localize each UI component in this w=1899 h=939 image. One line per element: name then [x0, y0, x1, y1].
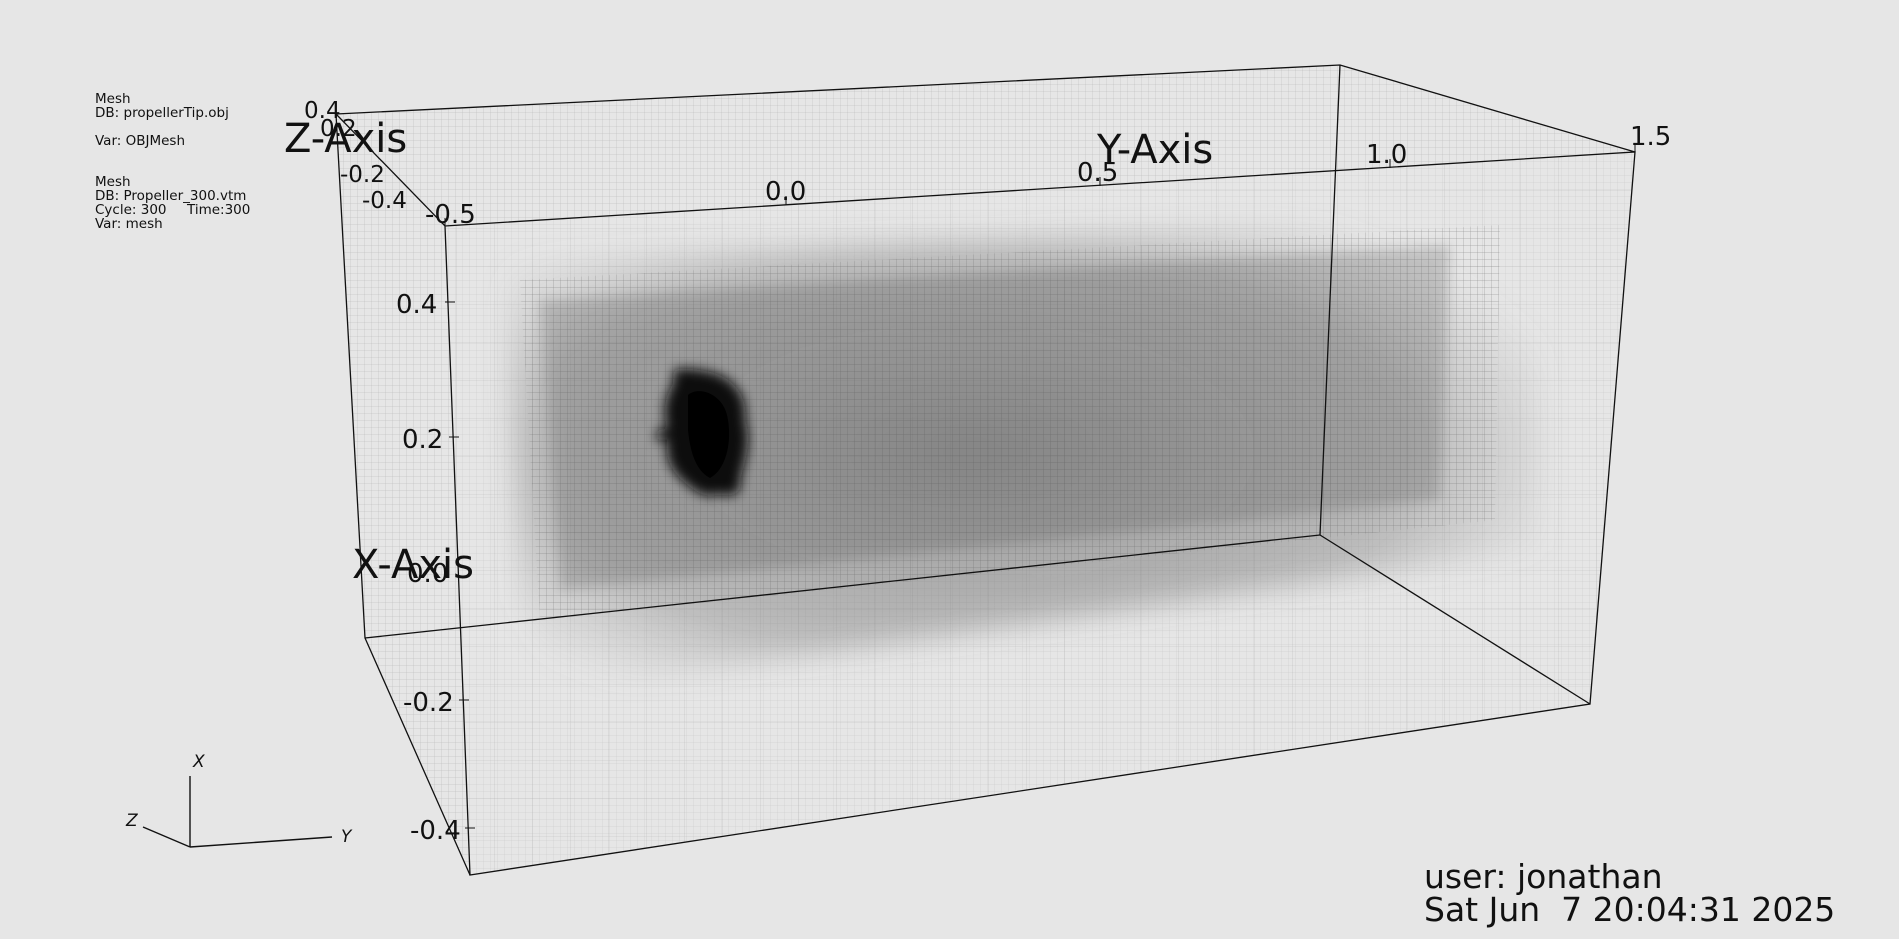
legend-var: Var: OBJMesh [95, 133, 186, 149]
triad-x-label: X [192, 752, 205, 772]
z-tick-label: 0.2 [320, 116, 357, 142]
legend-db: DB: Propeller_300.vtm [95, 188, 247, 204]
z-tick-label: -0.4 [362, 188, 407, 214]
user-info: user: jonathan Sat Jun 7 20:04:31 2025 [1424, 860, 1835, 926]
x-tick-label: 0.2 [402, 425, 443, 455]
legend-time: Time:300 [187, 202, 251, 218]
plot-legend-obj: Mesh DB: propellerTip.obj Var: OBJMesh [95, 92, 229, 148]
z-tick-label: 0.4 [304, 98, 341, 124]
propeller-tip-mesh [655, 368, 748, 496]
legend-plot-type: Mesh [95, 174, 131, 190]
bounding-box [335, 64, 1636, 876]
legend-var: Var: mesh [95, 216, 163, 232]
x-tick-label: 0.0 [407, 559, 448, 589]
legend-cycle: Cycle: 300 [95, 202, 167, 218]
y-tick-label: -0.5 [425, 200, 476, 230]
plot-legend-vtm: Mesh DB: Propeller_300.vtm Cycle: 300 Ti… [95, 175, 250, 231]
y-tick-label: 1.5 [1630, 122, 1671, 152]
legend-db: DB: propellerTip.obj [95, 105, 229, 121]
timestamp: Sat Jun 7 20:04:31 2025 [1424, 890, 1836, 929]
y-tick-label: 0.5 [1077, 158, 1118, 188]
z-tick-label: -0.2 [340, 162, 385, 188]
x-tick-label: -0.4 [410, 816, 461, 846]
y-axis-title: Y-Axis [1096, 127, 1213, 173]
y-tick-label: 0.0 [765, 177, 806, 207]
triad-z-label: Z [125, 811, 138, 831]
legend-plot-type: Mesh [95, 91, 131, 107]
z-axis-title: Z-Axis [284, 116, 407, 162]
x-tick-label: 0.4 [396, 290, 437, 320]
axis-tick-marks [444, 143, 1636, 829]
user-name: user: jonathan [1424, 857, 1663, 896]
y-tick-label: 1.0 [1366, 140, 1407, 170]
triad-y-label: Y [341, 827, 353, 847]
x-tick-label: -0.2 [403, 688, 454, 718]
mesh-volume [505, 215, 1545, 690]
x-axis-title: X-Axis [352, 542, 474, 588]
orientation-triad [142, 776, 333, 848]
